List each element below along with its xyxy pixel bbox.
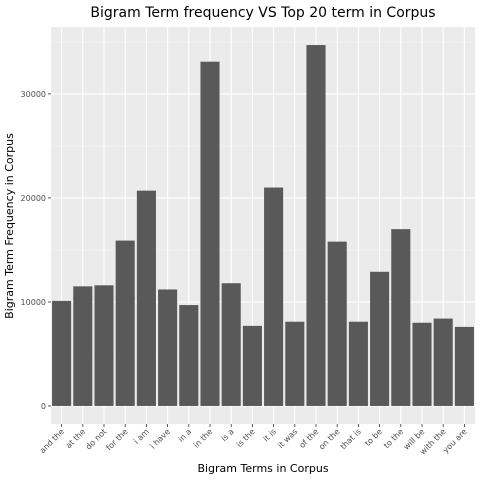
- bar: [285, 321, 305, 406]
- bar: [454, 326, 474, 406]
- bar: [433, 318, 453, 406]
- bar: [221, 283, 241, 406]
- x-tick-label: is a: [219, 427, 235, 443]
- y-tick-label: 20000: [21, 194, 46, 203]
- chart-title: Bigram Term frequency VS Top 20 term in …: [90, 5, 435, 21]
- x-tick-label: do not: [84, 427, 108, 451]
- x-tick-label: that is: [339, 427, 363, 451]
- x-tick-label: in a: [176, 427, 193, 444]
- bar: [179, 305, 199, 406]
- bar: [73, 286, 93, 406]
- x-tick-label: on the: [317, 427, 342, 452]
- bar: [136, 190, 156, 406]
- plot-panel: [51, 27, 475, 424]
- bar: [370, 271, 390, 406]
- x-tick-label: to the: [382, 427, 405, 450]
- x-tick-label: i am: [132, 427, 151, 446]
- x-tick-label: it was: [276, 427, 299, 450]
- y-tick-label: 10000: [21, 298, 46, 307]
- y-tick-label: 30000: [21, 90, 46, 99]
- x-axis-title: Bigram Terms in Corpus: [197, 462, 328, 475]
- bars: [52, 45, 474, 406]
- bar: [264, 187, 284, 406]
- bar: [94, 285, 114, 406]
- bar: [52, 300, 72, 406]
- y-tick-label: 0: [41, 402, 46, 411]
- bar: [348, 321, 368, 406]
- x-tick-label: it is: [262, 427, 278, 443]
- bar: [242, 325, 262, 406]
- x-tick-label: of the: [298, 427, 321, 450]
- bar: [115, 240, 135, 406]
- x-tick-label: for the: [104, 427, 129, 452]
- bar: [200, 61, 220, 406]
- bar: [327, 241, 347, 406]
- x-tick-label: i have: [148, 427, 172, 451]
- y-axis: 0 10000 20000 30000: [21, 90, 51, 411]
- bar: [412, 322, 432, 406]
- x-tick-label: in the: [192, 427, 215, 450]
- bar: [306, 45, 326, 406]
- x-tick-label: at the: [64, 427, 87, 450]
- bar: [158, 289, 178, 406]
- bar: [391, 229, 411, 406]
- x-tick-label: is the: [235, 427, 257, 449]
- x-tick-label: to be: [363, 427, 384, 448]
- y-axis-title: Bigram Term Frequency in Corpus: [3, 133, 16, 319]
- x-tick-label: and the: [38, 427, 66, 455]
